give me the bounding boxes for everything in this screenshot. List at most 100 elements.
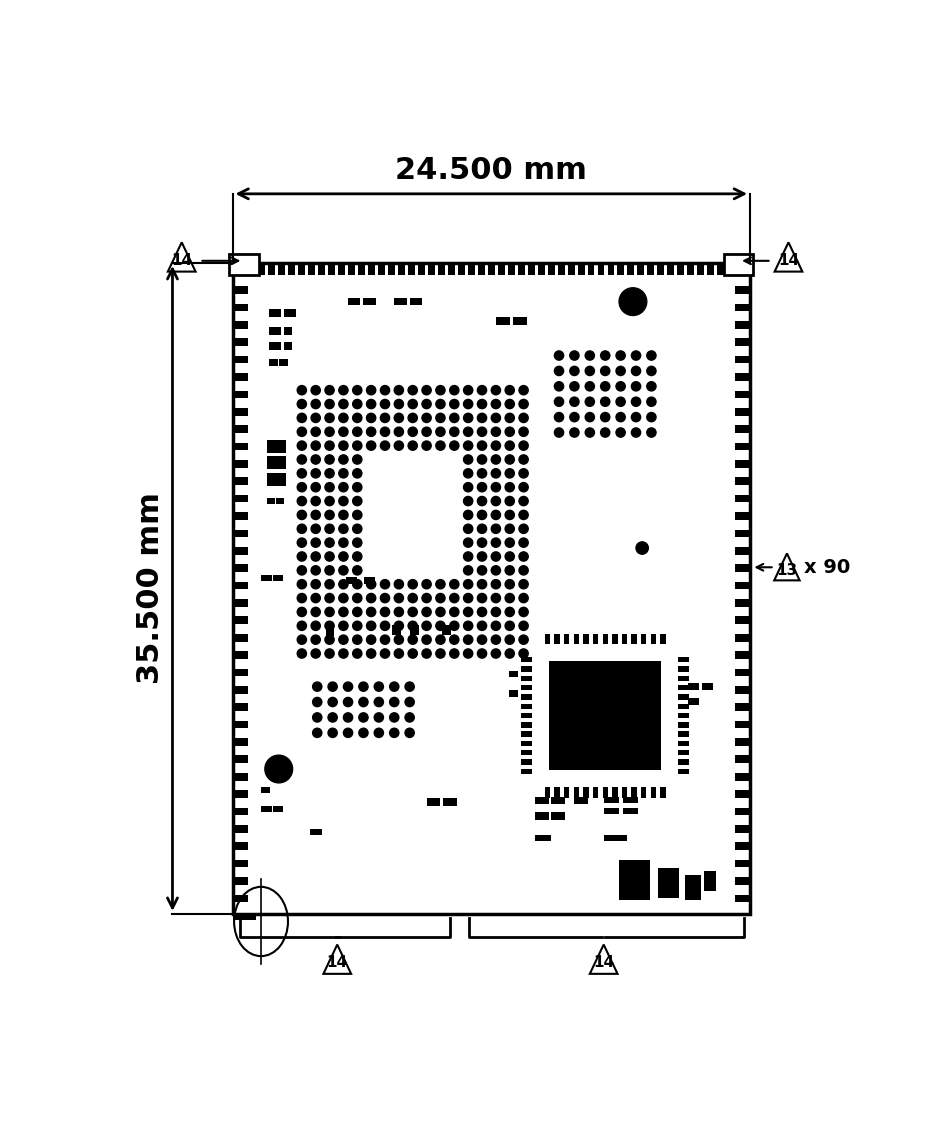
Bar <box>488 263 495 276</box>
Circle shape <box>422 579 432 589</box>
Bar <box>735 599 750 607</box>
Circle shape <box>585 350 594 361</box>
Circle shape <box>408 386 418 395</box>
Text: 14: 14 <box>171 253 193 268</box>
Bar <box>535 797 549 804</box>
Circle shape <box>450 386 458 395</box>
Circle shape <box>436 649 445 658</box>
Bar <box>622 787 627 797</box>
Circle shape <box>491 510 500 519</box>
Circle shape <box>646 366 656 375</box>
Circle shape <box>298 455 307 464</box>
Bar <box>468 263 475 276</box>
Circle shape <box>519 468 528 477</box>
Circle shape <box>325 386 334 395</box>
Circle shape <box>422 428 432 437</box>
Circle shape <box>298 566 307 575</box>
Bar <box>522 667 532 671</box>
Circle shape <box>325 497 334 506</box>
Circle shape <box>505 468 514 477</box>
Circle shape <box>616 366 625 375</box>
Circle shape <box>631 428 641 437</box>
Circle shape <box>311 468 320 477</box>
Circle shape <box>339 579 348 589</box>
Circle shape <box>505 399 514 408</box>
Circle shape <box>450 428 458 437</box>
Circle shape <box>554 413 564 422</box>
Bar <box>583 787 589 797</box>
Circle shape <box>436 399 445 408</box>
Circle shape <box>380 413 390 423</box>
Circle shape <box>477 524 486 533</box>
Circle shape <box>477 468 486 477</box>
Circle shape <box>616 350 625 361</box>
Circle shape <box>325 413 334 423</box>
Circle shape <box>408 621 418 631</box>
Circle shape <box>631 382 641 391</box>
Circle shape <box>408 441 418 450</box>
Circle shape <box>422 649 432 658</box>
Circle shape <box>343 697 352 706</box>
Circle shape <box>394 593 404 602</box>
Bar <box>735 703 750 711</box>
Circle shape <box>585 428 594 437</box>
Circle shape <box>436 386 445 395</box>
Circle shape <box>601 413 610 422</box>
Bar <box>604 797 619 803</box>
Circle shape <box>343 713 352 722</box>
Text: 14: 14 <box>593 955 614 971</box>
Bar <box>522 703 532 709</box>
Circle shape <box>366 608 376 617</box>
Bar <box>564 634 569 644</box>
Circle shape <box>477 497 486 506</box>
Circle shape <box>491 399 500 408</box>
Bar <box>310 829 322 836</box>
Circle shape <box>325 538 334 548</box>
Bar <box>443 798 457 806</box>
Circle shape <box>325 649 334 658</box>
Circle shape <box>366 621 376 631</box>
Circle shape <box>463 635 472 644</box>
Polygon shape <box>324 945 352 974</box>
Bar <box>735 408 750 415</box>
Circle shape <box>450 635 458 644</box>
Circle shape <box>422 399 432 408</box>
Circle shape <box>463 413 472 423</box>
Circle shape <box>463 579 472 589</box>
Bar <box>604 836 627 841</box>
Circle shape <box>519 552 528 561</box>
Circle shape <box>298 593 307 602</box>
Circle shape <box>311 413 320 423</box>
Bar <box>647 263 655 276</box>
Bar <box>328 263 335 276</box>
Circle shape <box>477 621 486 631</box>
Bar <box>348 263 355 276</box>
Circle shape <box>491 566 500 575</box>
Circle shape <box>339 635 348 644</box>
Bar <box>527 263 535 276</box>
Circle shape <box>631 397 641 406</box>
Bar <box>365 577 375 584</box>
Circle shape <box>394 399 404 408</box>
Circle shape <box>601 366 610 375</box>
Circle shape <box>408 635 418 644</box>
Circle shape <box>325 468 334 477</box>
Bar <box>259 263 265 276</box>
Bar <box>326 625 334 636</box>
Circle shape <box>366 579 376 589</box>
Bar <box>567 263 575 276</box>
Circle shape <box>405 697 414 706</box>
Bar <box>623 797 638 803</box>
Bar <box>308 263 315 276</box>
Bar <box>232 425 248 433</box>
Circle shape <box>505 413 514 423</box>
Circle shape <box>366 399 376 408</box>
Bar <box>660 634 666 644</box>
Circle shape <box>298 608 307 617</box>
Text: 35.500 mm: 35.500 mm <box>136 492 165 685</box>
Circle shape <box>450 579 458 589</box>
Circle shape <box>463 566 472 575</box>
Circle shape <box>405 682 414 692</box>
Circle shape <box>325 483 334 492</box>
Circle shape <box>298 483 307 492</box>
